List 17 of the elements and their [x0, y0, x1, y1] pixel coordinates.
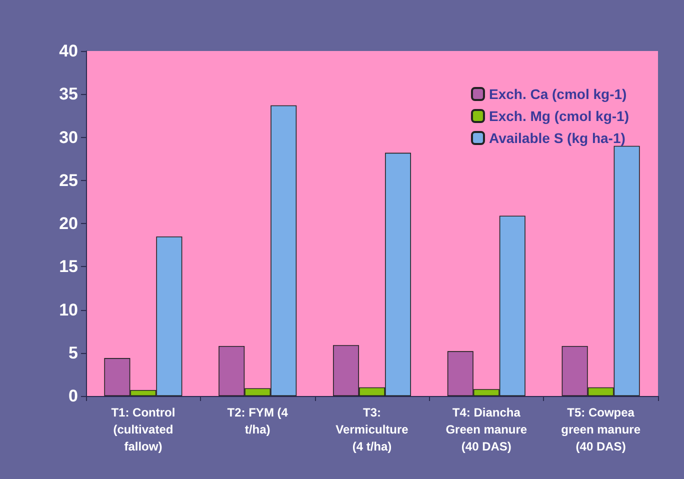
- y-tick-label: 0: [68, 386, 78, 406]
- legend-label: Exch. Mg (cmol kg-1): [488, 108, 630, 124]
- y-tick-label: 20: [59, 214, 78, 233]
- y-tick-label: 25: [59, 170, 78, 190]
- x-tick-label: T4: Diancha Green manure (40 DAS): [446, 406, 528, 454]
- y-tick-label: 10: [59, 300, 78, 320]
- legend-label: Exch. Ca (cmol kg-1): [488, 86, 627, 102]
- x-tick-label: T2: FYM (4 t/ha): [227, 406, 288, 436]
- y-tick-label: 15: [59, 257, 78, 276]
- y-tick-label: 40: [59, 42, 78, 60]
- legend-label: Available S (kg ha-1): [488, 130, 626, 146]
- y-tick-label: 5: [68, 343, 78, 362]
- y-tick-label: 30: [59, 128, 78, 147]
- x-tick-label: T5: Cowpea green manure (40 DAS): [561, 406, 641, 454]
- x-tick-label: T3: Vermiculture (4 t/ha): [336, 406, 409, 454]
- x-tick-label: T1: Control (cultivated fallow): [111, 406, 176, 454]
- y-tick-label: 35: [59, 84, 78, 104]
